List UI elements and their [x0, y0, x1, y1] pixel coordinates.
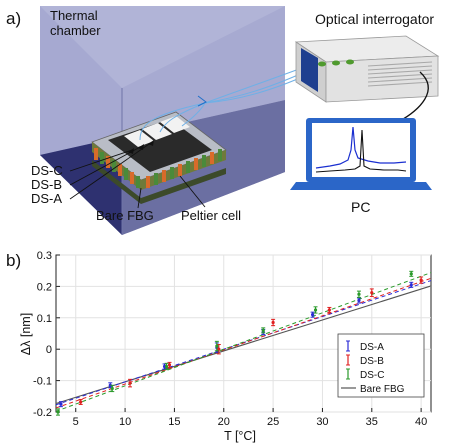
- legend-label: DS-B: [360, 356, 384, 367]
- label-peltier-cell: Peltier cell: [181, 208, 241, 223]
- data-point: [164, 364, 169, 369]
- legend-items: DS-A DS-B DS-C Bare FBG: [341, 340, 405, 395]
- data-point: [59, 402, 63, 406]
- plot-grid: [56, 254, 431, 413]
- legend-label: Bare FBG: [360, 384, 405, 395]
- x-tick-label: 20: [218, 416, 230, 428]
- data-point: [128, 381, 132, 385]
- sensor-leader-lines: [69, 141, 206, 209]
- x-ticks: 5 10 15 20 25 30 35 40: [73, 408, 427, 428]
- spectrum-black: [315, 129, 407, 173]
- thermal-chamber-label-line2: chamber: [50, 23, 101, 38]
- legend-box: [337, 333, 425, 398]
- label-ds-c: DS-C: [31, 163, 63, 178]
- data-point: [327, 308, 331, 312]
- optical-interrogator: [294, 35, 440, 103]
- spectrum-blue: [315, 126, 407, 169]
- data-point: [167, 363, 172, 367]
- data-point: [370, 291, 374, 295]
- x-tick-label: 25: [267, 416, 279, 428]
- y-ticks: -0.2 -0.1 0 0.1 0.2 0.3: [33, 250, 60, 419]
- x-tick-label: 35: [366, 416, 378, 428]
- thermal-chamber-label-line1: Thermal: [50, 8, 98, 23]
- x-axis-label: T [°C]: [224, 429, 256, 443]
- panel-b: b) 5 10 15 20 25 30 35 40 -0.2 -0.1 0 0.1 0.2 0.3 T …: [6, 250, 432, 443]
- y-tick-label: 0.2: [37, 281, 52, 293]
- y-tick-label: -0.2: [33, 407, 52, 419]
- y-tick-label: 0.3: [37, 250, 52, 262]
- data-point: [56, 410, 60, 414]
- optical-interrogator-label: Optical interrogator: [315, 11, 434, 27]
- pc-label: PC: [351, 199, 370, 215]
- interrogator-led-3: [346, 59, 354, 65]
- peltier-elements: [94, 148, 222, 188]
- data-point: [409, 272, 413, 276]
- fit-line-ds-b: [55, 277, 432, 409]
- x-tick-label: 10: [119, 416, 131, 428]
- data-point: [271, 320, 275, 325]
- data-point: [215, 344, 219, 348]
- interrogator-panel: [301, 48, 318, 92]
- data-point: [261, 328, 265, 332]
- panel-a: a) Thermal chamber: [6, 6, 440, 235]
- x-tick-label: 15: [168, 416, 180, 428]
- data-point: [217, 347, 221, 351]
- sensor-patch-2: [142, 123, 172, 140]
- data-point: [357, 298, 361, 303]
- legend-label: DS-C: [360, 370, 384, 381]
- legend-label: DS-A: [360, 342, 384, 353]
- data-point: [310, 313, 315, 317]
- fit-line-ds-c: [55, 272, 432, 412]
- panel-a-letter: a): [6, 9, 21, 28]
- interrogator-led-1: [318, 61, 326, 67]
- data-point: [409, 283, 413, 287]
- interrogator-vents: [367, 61, 433, 87]
- y-tick-label: -0.1: [33, 376, 52, 388]
- label-ds-b: DS-B: [31, 177, 62, 192]
- label-bare-fbg: Bare FBG: [96, 208, 154, 223]
- peltier-base: [92, 160, 226, 204]
- panel-b-letter: b): [6, 251, 21, 270]
- data-point: [79, 400, 83, 404]
- data-point: [313, 308, 318, 312]
- legend: DS-A DS-B DS-C Bare FBG: [337, 333, 425, 398]
- fit-lines: [55, 272, 432, 412]
- sensor-patch-3: [160, 116, 190, 133]
- x-tick-label: 30: [316, 416, 328, 428]
- data-point: [357, 292, 361, 296]
- interrogator-led-2: [332, 60, 340, 66]
- sensor-patch-1: [124, 130, 154, 147]
- x-tick-label: 40: [415, 416, 427, 428]
- x-tick-label: 5: [73, 416, 79, 428]
- data-point: [419, 278, 423, 282]
- y-tick-label: 0.1: [37, 313, 52, 325]
- pc-laptop: [290, 118, 432, 190]
- peltier-front-left: [92, 142, 141, 190]
- y-axis-label: Δλ [nm]: [19, 313, 33, 355]
- y-tick-label: 0: [46, 344, 52, 356]
- data-points: [55, 270, 424, 416]
- data-point: [110, 386, 114, 391]
- label-ds-a: DS-A: [31, 191, 62, 206]
- laptop-base: [290, 182, 432, 190]
